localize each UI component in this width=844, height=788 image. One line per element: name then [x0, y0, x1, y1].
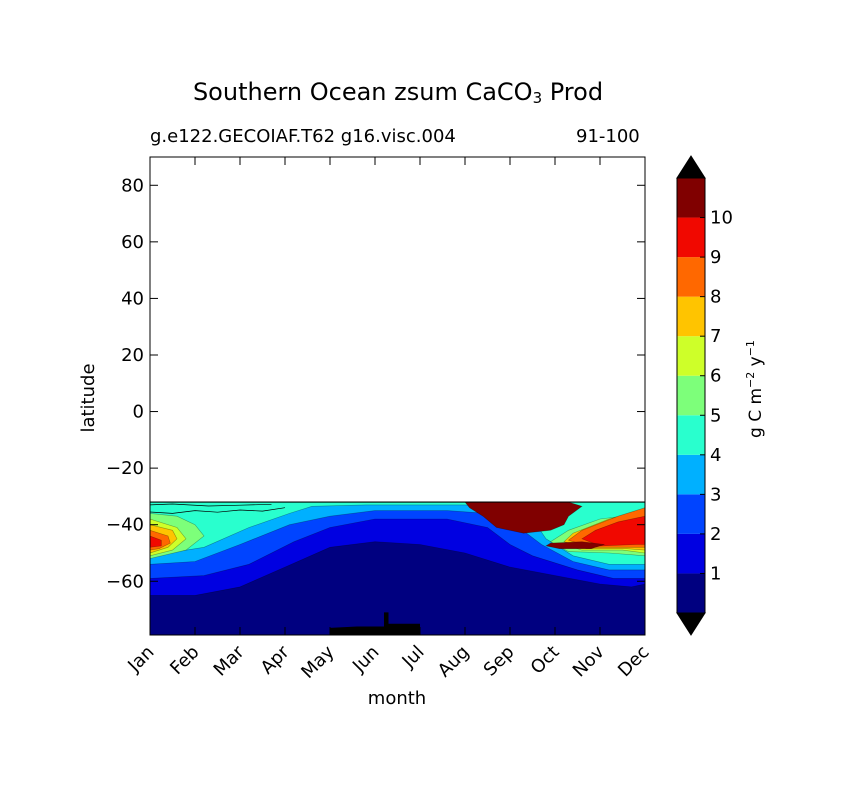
colorbar-segment — [677, 375, 705, 416]
colorbar-segment — [677, 415, 705, 455]
x-tick-label: Dec — [614, 642, 653, 681]
contour-line-1 — [150, 507, 286, 514]
chart-title: Southern Ocean zsum CaCO3 Prod — [192, 78, 604, 107]
colorbar-tick-label: 8 — [710, 287, 721, 308]
x-tick-label: Feb — [166, 642, 203, 679]
colorbar-tick-label: 4 — [710, 445, 721, 466]
contour-band-level-10 — [545, 541, 605, 550]
colorbar-tick-label: 1 — [710, 563, 721, 584]
chart-subtitle-right: 91-100 — [576, 126, 640, 147]
x-tick-label: Jul — [398, 642, 429, 673]
colorbar-segment — [677, 494, 705, 534]
x-axis-label: month — [368, 688, 426, 709]
x-tick-label: Aug — [434, 642, 474, 682]
colorbar-tick-label: 2 — [710, 524, 721, 545]
chart-subtitle-left: g.e122.GECOIAF.T62 g16.visc.004 — [150, 126, 456, 147]
colorbar-label: g C m−2 y−1 — [744, 340, 766, 438]
colorbar-tick-label: 9 — [710, 247, 721, 268]
colorbar-segment — [677, 217, 705, 258]
x-tick-label: Oct — [527, 642, 564, 679]
x-tick-label: Nov — [569, 641, 609, 681]
y-axis: −60 −40 −20 0 20 40 60 80 — [106, 175, 645, 592]
x-tick-label: Sep — [480, 642, 519, 681]
colorbar-segment — [677, 573, 705, 613]
contour-band-level-10 — [464, 501, 583, 534]
colorbar-tick-label: 3 — [710, 484, 721, 505]
x-tick-label: Mar — [210, 641, 249, 680]
x-tick-label: May — [297, 641, 338, 682]
colorbar-segment — [677, 454, 705, 495]
y-tick-label: 20 — [121, 345, 144, 366]
colorbar-segment — [677, 178, 705, 218]
colorbar-frame — [676, 177, 706, 614]
y-tick-label: −20 — [106, 458, 144, 479]
y-tick-label: −60 — [106, 571, 144, 592]
x-tick-label: Jan — [123, 642, 158, 677]
y-tick-label: −40 — [106, 515, 144, 536]
x-tick-label: Jun — [348, 642, 383, 677]
contour-band-level-9 — [581, 515, 645, 547]
colorbar-tick-label: 7 — [710, 326, 721, 347]
contour-field — [150, 501, 645, 635]
colorbar-segment — [677, 296, 705, 337]
x-tick-label: Apr — [257, 641, 294, 678]
contour-band-level-9 — [150, 535, 162, 548]
y-tick-label: 60 — [121, 232, 144, 253]
y-tick-label: 0 — [133, 402, 144, 423]
y-axis-label: latitude — [78, 363, 99, 432]
colorbar-tick-label: 5 — [710, 405, 721, 426]
plot-frame — [149, 156, 646, 636]
contour-band-level-4 — [150, 501, 645, 565]
colorbar-tick-label: 6 — [710, 366, 721, 387]
colorbar-extend-max — [676, 155, 706, 179]
y-tick-label: 40 — [121, 288, 144, 309]
colorbar-segment — [677, 336, 705, 376]
colorbar-segment — [677, 257, 705, 297]
y-tick-label: 80 — [121, 175, 144, 196]
colorbar-segment — [677, 533, 705, 574]
land-mask — [330, 612, 420, 635]
contour-line-0 — [150, 503, 272, 507]
colorbar: 1 2 3 4 5 6 7 8 9 10 — [676, 155, 733, 636]
colorbar-extend-min — [676, 612, 706, 636]
colorbar-tick-label: 10 — [710, 208, 733, 229]
